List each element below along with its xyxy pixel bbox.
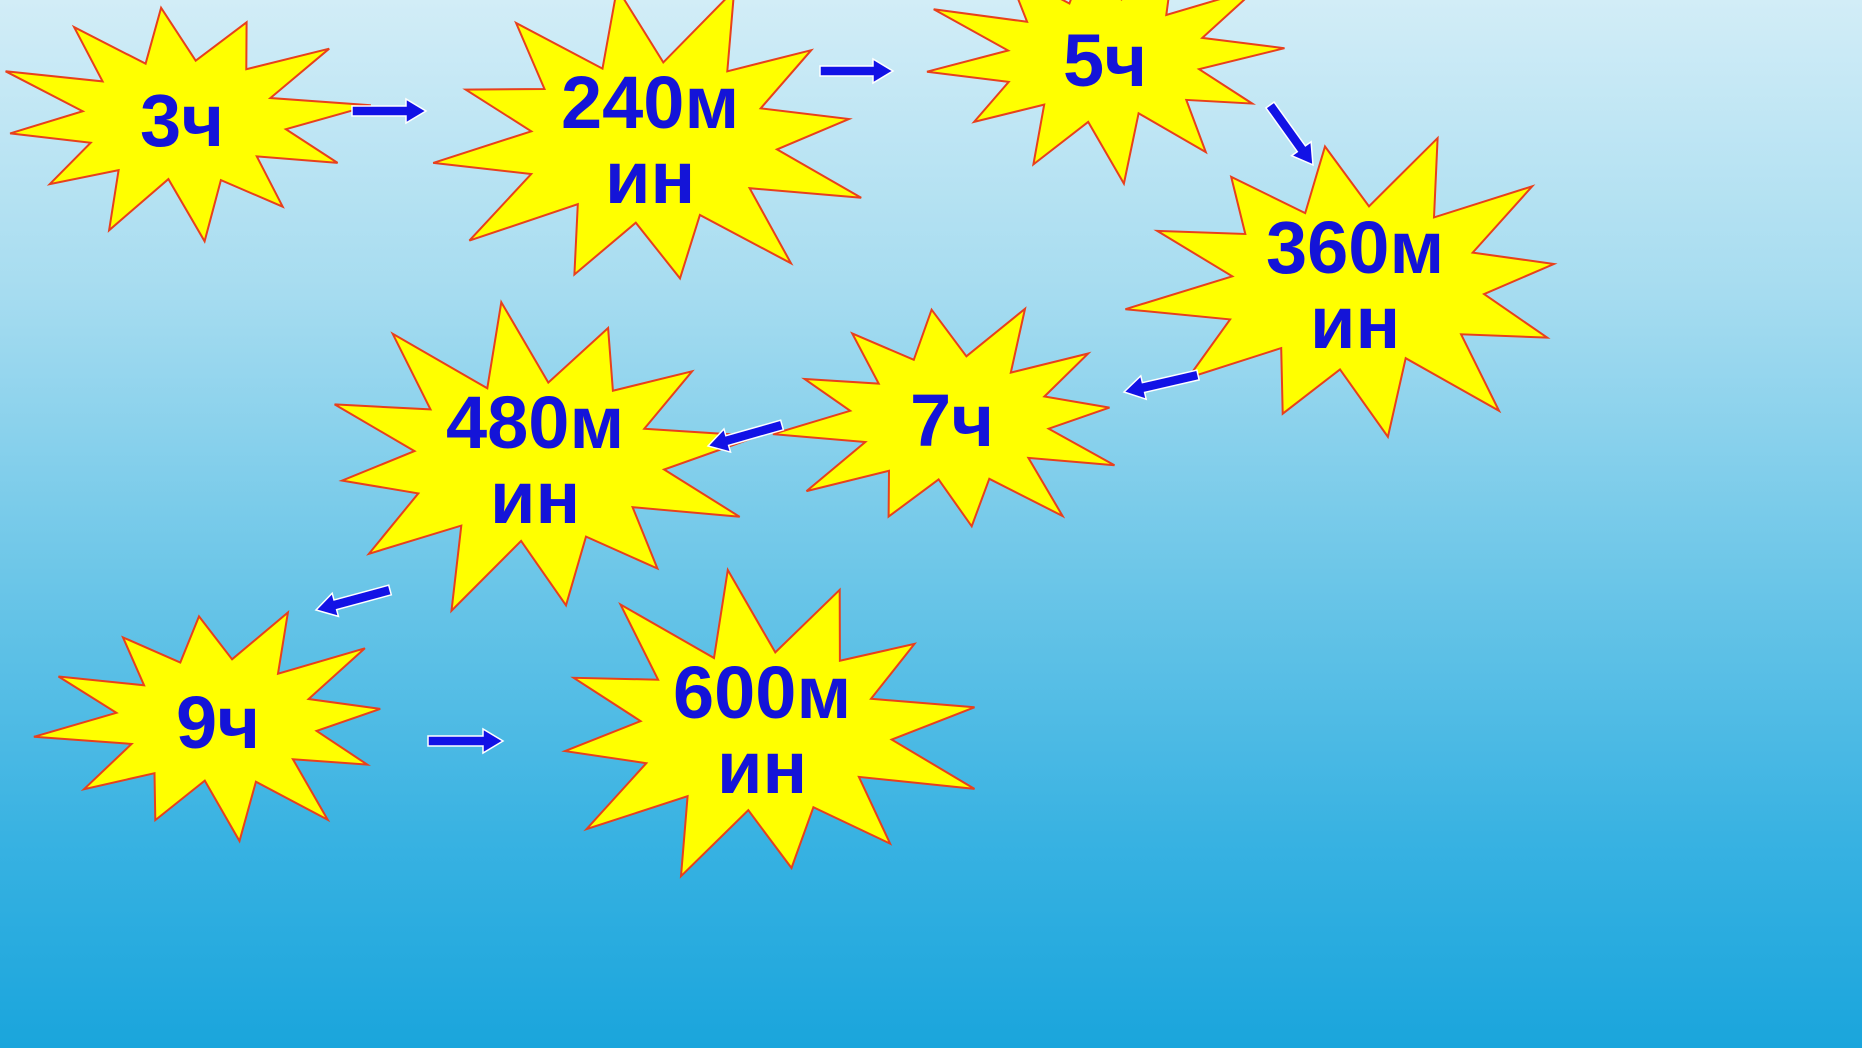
node-label-n3: 5ч [1063, 18, 1148, 102]
arrow-n2-to-n3 [819, 57, 895, 85]
star-burst-n7 [33, 610, 381, 844]
star-burst-n3 [926, 0, 1285, 187]
stars-layer [5, 0, 1558, 879]
star-burst-n6 [334, 299, 759, 614]
arrow-n7-to-n8 [427, 727, 505, 755]
star-burst-n5 [772, 306, 1115, 529]
star-burst-n1 [5, 5, 372, 244]
star-burst-n2 [432, 0, 862, 281]
node-label-n6: 480м ин [446, 380, 625, 539]
node-label-n4: 360м ин [1266, 205, 1445, 364]
node-label-n8: 600м ин [673, 650, 852, 809]
node-label-n1: 3ч [140, 78, 225, 162]
arrow-n1-to-n2 [351, 97, 428, 125]
node-label-n5: 7ч [910, 378, 995, 462]
star-burst-n4 [1125, 135, 1558, 440]
star-burst-n8 [561, 567, 976, 879]
arrow-n3-to-n4 [1264, 101, 1314, 167]
node-label-n2: 240м ин [561, 60, 740, 219]
arrow-n6-to-n7 [314, 584, 393, 618]
arrow-n4-to-n5 [1122, 369, 1201, 401]
arrows-layer [314, 57, 1314, 755]
arrow-n5-to-n6 [706, 419, 785, 454]
node-label-n7: 9ч [176, 680, 261, 764]
